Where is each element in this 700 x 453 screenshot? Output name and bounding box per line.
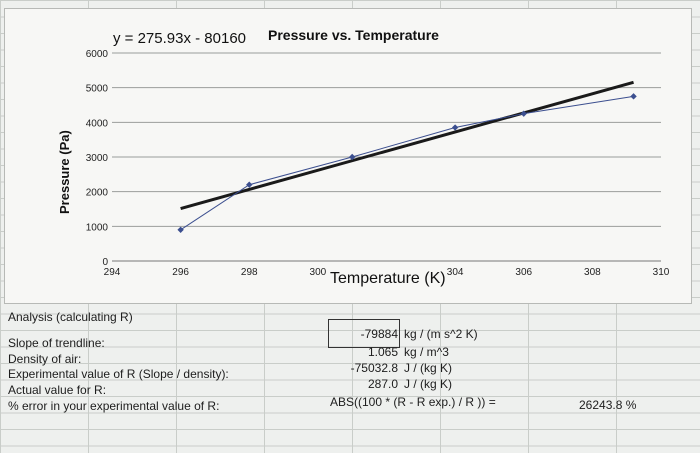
x-tick-label: 310 <box>653 267 670 278</box>
y-tick-label: 1000 <box>86 222 109 233</box>
tick-labels: 0 1000 2000 3000 4000 5000 6000 294 296 298 300 304… <box>86 49 670 278</box>
data-point <box>177 226 184 233</box>
analysis-heading: Analysis (calculating R) <box>8 310 133 324</box>
chart-container[interactable]: 0 1000 2000 3000 4000 5000 6000 294 296 298 300 304… <box>4 8 692 304</box>
analysis-label-density: Density of air: <box>8 352 82 366</box>
trendline-layer <box>180 80 634 210</box>
data-point <box>520 110 527 117</box>
data-point <box>451 124 459 131</box>
analysis-label-actual-r: Actual value for R: <box>8 383 107 397</box>
x-tick-label: 304 <box>447 267 464 278</box>
x-tick-label: 308 <box>584 267 601 278</box>
selected-cell[interactable] <box>328 319 400 348</box>
gridlines <box>112 52 661 262</box>
x-tick-label: 294 <box>104 267 121 278</box>
y-tick-label: 0 <box>102 257 108 268</box>
y-tick-label: 5000 <box>86 84 109 95</box>
y-tick-label: 3000 <box>86 153 109 164</box>
density-value[interactable]: 1.065 <box>367 345 398 359</box>
actual-r-unit: J / (kg K) <box>404 377 453 391</box>
trendline-equation: y = 275.93x - 80160 <box>113 30 246 47</box>
x-tick-label: 300 <box>310 267 327 278</box>
x-tick-label: 306 <box>515 267 532 278</box>
y-tick-label: 2000 <box>86 188 109 199</box>
y-tick-label: 6000 <box>86 49 109 60</box>
analysis-label-percent-error: % error in your experimental value of R: <box>8 399 220 413</box>
experimental-r-value[interactable]: -75032.8 <box>350 361 398 375</box>
series-line <box>180 95 634 231</box>
y-axis-label: Pressure (Pa) <box>57 130 72 214</box>
data-point <box>246 181 253 188</box>
x-tick-label: 296 <box>172 267 189 278</box>
data-point <box>348 153 356 161</box>
chart-svg: 0 1000 2000 3000 4000 5000 6000 294 296 298 300 304… <box>57 27 670 287</box>
density-unit: kg / m^3 <box>404 345 449 359</box>
analysis-label-slope: Slope of trendline: <box>8 336 105 350</box>
y-tick-label: 4000 <box>86 118 109 129</box>
chart-title: Pressure vs. Temperature <box>268 27 439 43</box>
data-point <box>630 93 637 100</box>
actual-r-value[interactable]: 287.0 <box>367 377 398 391</box>
series-layer <box>177 93 637 233</box>
percent-error-result[interactable]: 26243.8 % <box>579 398 637 412</box>
percent-error-formula[interactable]: ABS((100 * (R - R exp.) / R )) = <box>330 395 496 409</box>
x-tick-label: 298 <box>241 267 258 278</box>
trendline <box>180 80 634 210</box>
experimental-r-unit: J / (kg K) <box>404 361 453 375</box>
x-axis-label: Temperature (K) <box>330 270 446 287</box>
analysis-label-experimental-r: Experimental value of R (Slope / density… <box>8 367 229 381</box>
slope-value[interactable]: -79884 <box>360 327 398 341</box>
slope-unit: kg / (m s^2 K) <box>404 327 478 341</box>
